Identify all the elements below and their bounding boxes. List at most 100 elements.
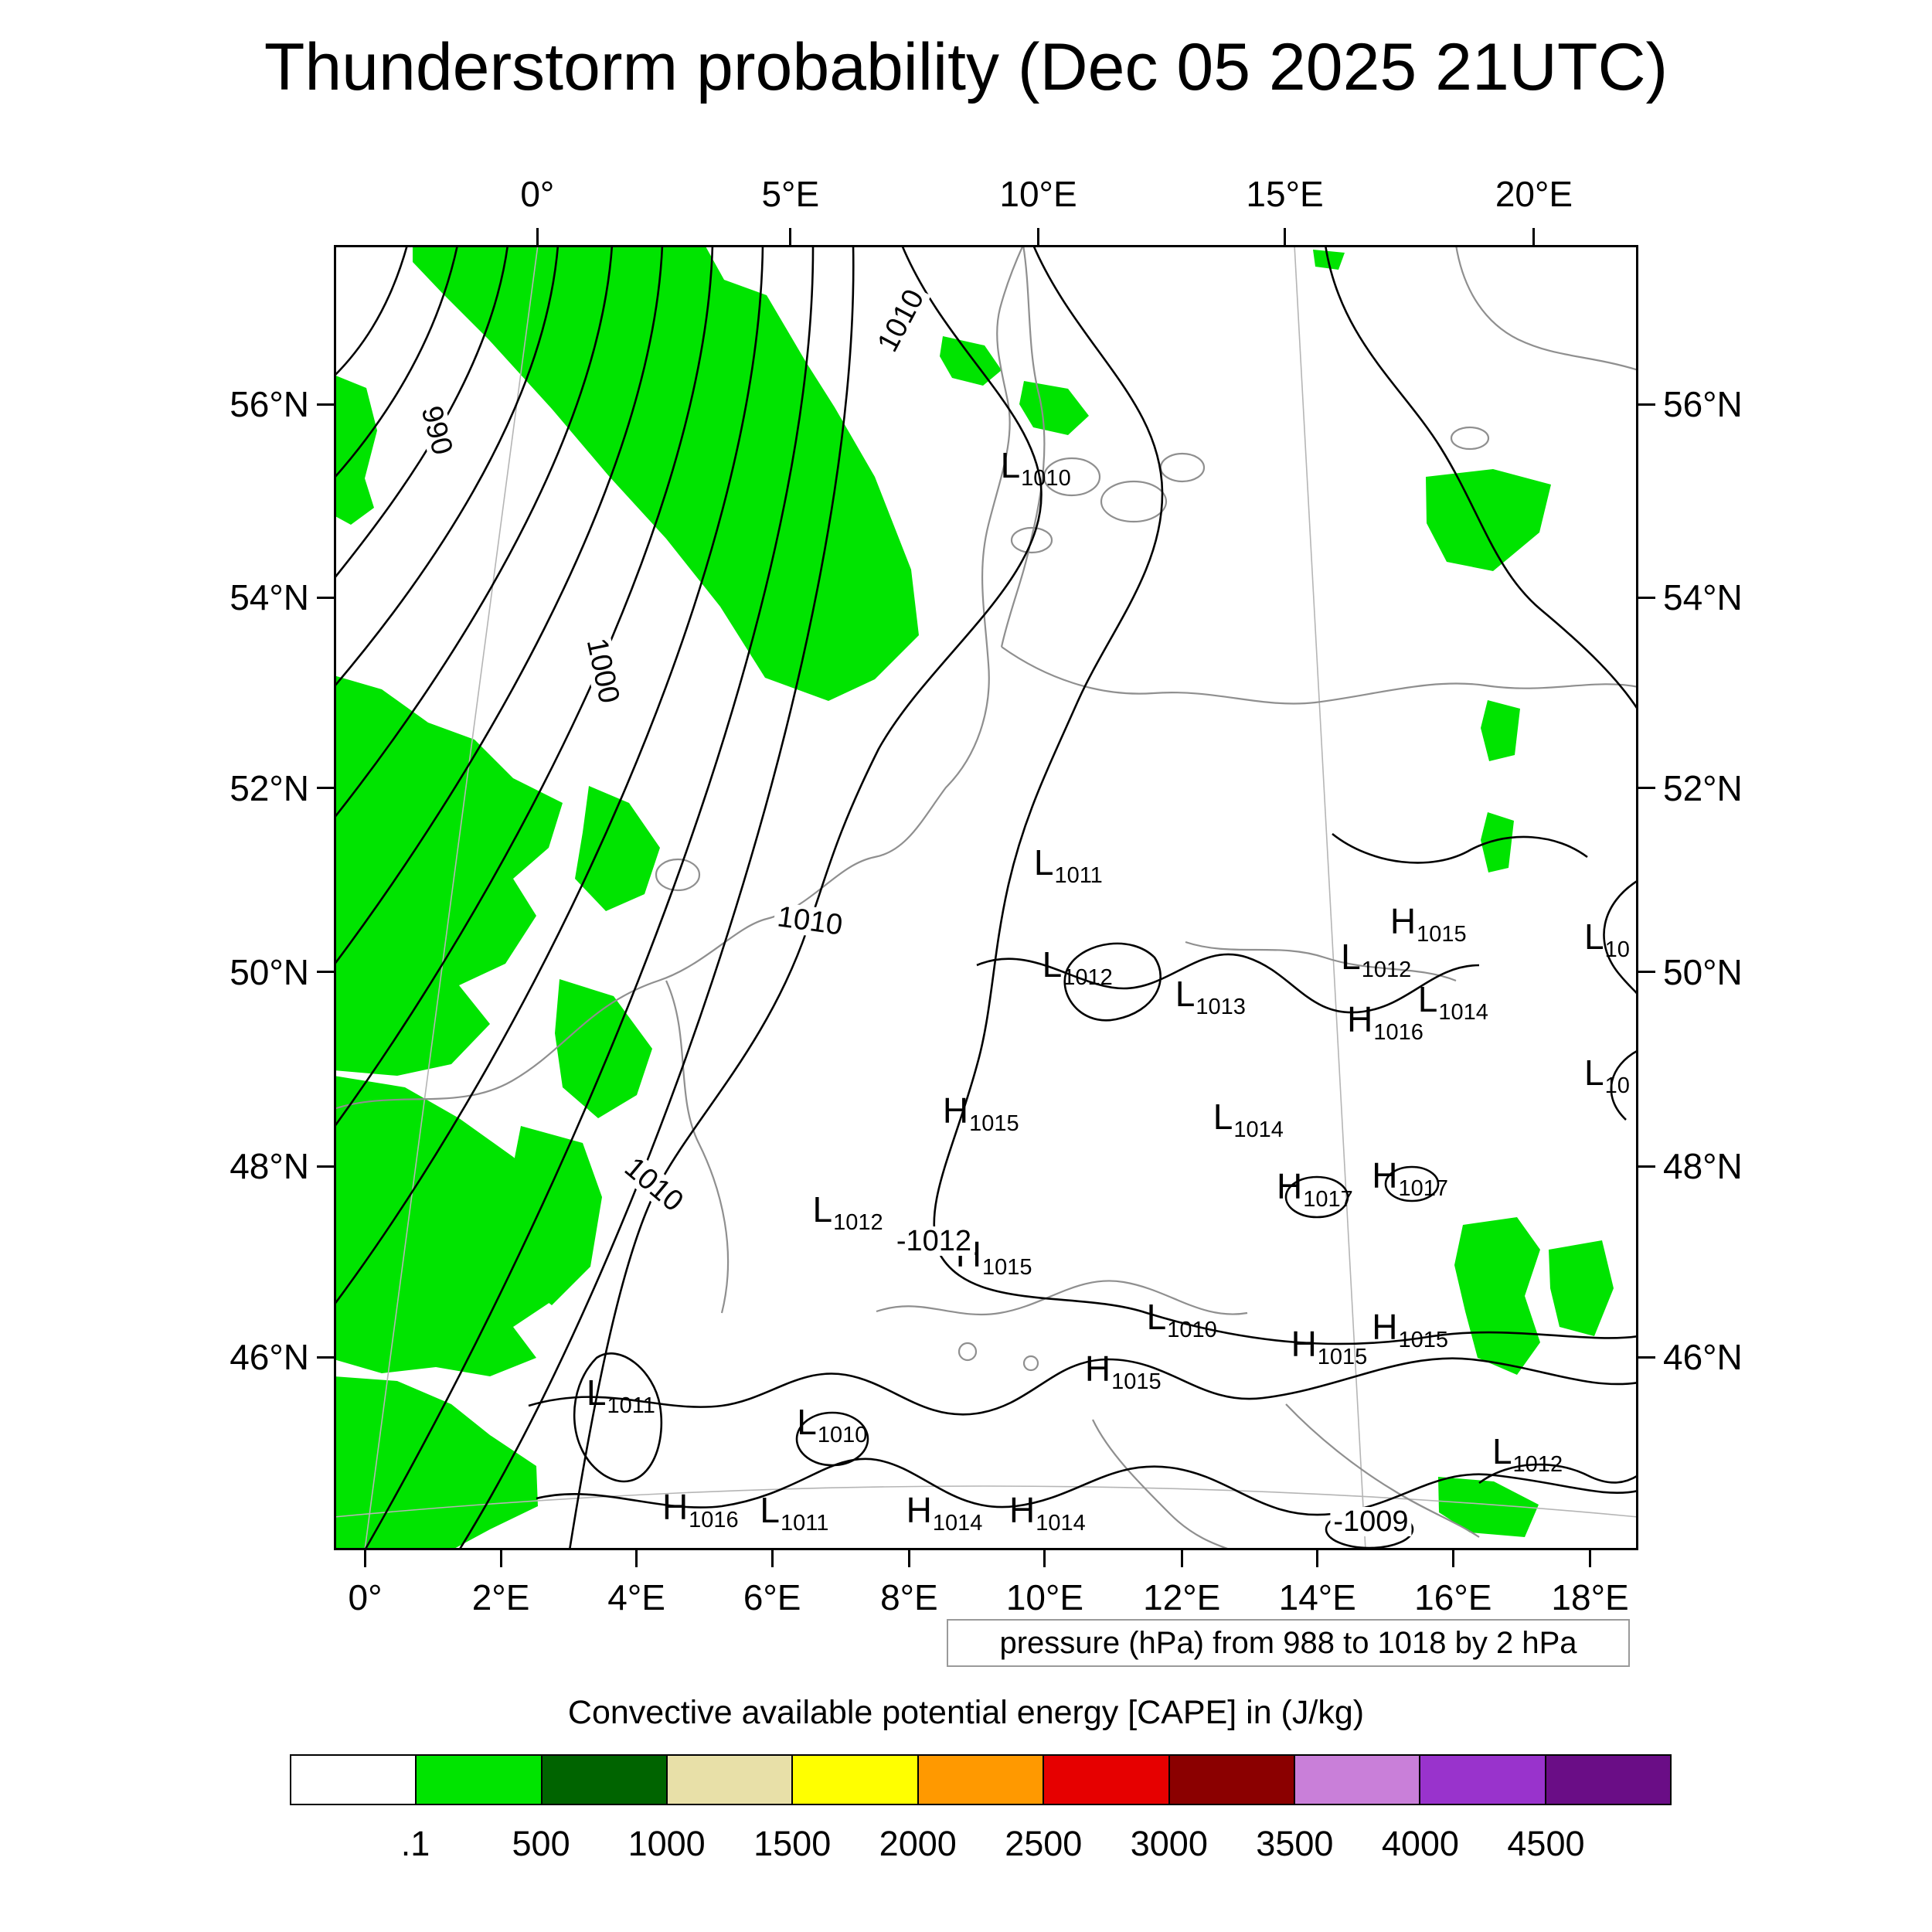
- colorbar-cell: [1169, 1756, 1295, 1804]
- colorbar-cell: [1546, 1756, 1670, 1804]
- italy-coast: [1092, 1419, 1233, 1550]
- chart-title: Thunderstorm probability (Dec 05 2025 21…: [264, 30, 1668, 104]
- pressure-center-value: 1015: [1398, 1328, 1448, 1353]
- pressure-center: H1014: [906, 1489, 983, 1535]
- pressure-center: L1012: [1042, 944, 1113, 989]
- bottom-axis-tick: [1451, 1550, 1454, 1567]
- colorbar-cell: [417, 1756, 543, 1804]
- pressure-center-value: 10: [1604, 1073, 1630, 1098]
- pressure-center-value: 10: [1604, 937, 1630, 963]
- pressure-center-letter: H: [1372, 1155, 1398, 1196]
- bottom-axis-label: 18°E: [1551, 1577, 1629, 1617]
- eastern-border: [1185, 940, 1457, 982]
- pressure-center: L1010: [797, 1402, 867, 1447]
- pressure-center: L1014: [1417, 979, 1488, 1024]
- north-sea-coast: [334, 245, 1025, 1111]
- colorbar-tick-label: .1: [400, 1824, 430, 1863]
- bottom-axis-label: 4°E: [607, 1577, 665, 1617]
- pressure-center-letter: L: [1417, 979, 1438, 1020]
- bottom-axis-label: 8°E: [880, 1577, 938, 1617]
- pressure-center: H1016: [1347, 998, 1423, 1044]
- bottom-axis-tick: [1043, 1550, 1046, 1567]
- colorbar-tick-label: 1000: [628, 1824, 706, 1863]
- pressure-center-value: 1010: [1167, 1317, 1217, 1342]
- colorbar-cell: [291, 1756, 417, 1804]
- colorbar-cell: [542, 1756, 668, 1804]
- pressure-center-value: 1014: [1438, 1000, 1488, 1026]
- bottom-axis-label: 16°E: [1414, 1577, 1492, 1617]
- top-axis-tick: [1532, 228, 1536, 245]
- left-axis-tick: [317, 971, 334, 974]
- pressure-center: H1015: [1085, 1351, 1162, 1393]
- pressure-center-value: 1012: [833, 1210, 883, 1236]
- colorbar-tick-label: 4000: [1381, 1824, 1459, 1863]
- right-axis-label: 50°N: [1663, 951, 1743, 992]
- rhine-border: [665, 980, 730, 1314]
- pressure-center-letter: L: [1584, 917, 1604, 957]
- pressure-center-letter: L: [1042, 944, 1063, 985]
- pressure-center: L10: [1584, 1055, 1630, 1097]
- pressure-center-value: 1014: [1036, 1510, 1086, 1536]
- right-axis-tick: [1638, 403, 1655, 406]
- top-axis-tick: [789, 228, 792, 245]
- pressure-center-value: 1013: [1196, 995, 1246, 1020]
- isobar-value-label: 1010: [772, 900, 848, 942]
- colorbar-tick-label: 1500: [753, 1824, 832, 1863]
- pressure-center-value: 1015: [981, 1254, 1032, 1280]
- pressure-center: H1015: [943, 1093, 1019, 1135]
- colorbar-tick-label: 3500: [1256, 1824, 1334, 1863]
- bottom-axis-tick: [907, 1550, 910, 1567]
- top-axis-label: 5°E: [761, 174, 820, 214]
- colorbar-tick-label: 4500: [1507, 1824, 1585, 1863]
- pressure-center-value: 1017: [1398, 1176, 1448, 1202]
- pressure-center: H1017: [1372, 1155, 1448, 1200]
- baltic-coast: [1001, 646, 1638, 705]
- pressure-center-value: 1015: [1111, 1369, 1162, 1395]
- top-axis-label: 20°E: [1495, 174, 1573, 214]
- left-axis-label: 56°N: [230, 384, 309, 425]
- pressure-center: H1014: [1009, 1489, 1086, 1535]
- pressure-center-letter: H: [1389, 900, 1417, 941]
- top-axis-tick: [1284, 228, 1287, 245]
- top-axis-label: 15°E: [1246, 174, 1324, 214]
- isobar-value-label: -1009: [1330, 1506, 1412, 1536]
- pressure-center-letter: L: [797, 1402, 817, 1443]
- right-axis-label: 56°N: [1663, 384, 1743, 425]
- pressure-center-letter: H: [1277, 1165, 1303, 1206]
- pressure-center-letter: L: [1175, 974, 1196, 1015]
- colorbar-cell: [918, 1756, 1045, 1804]
- right-axis-tick: [1638, 1355, 1655, 1359]
- colorbar-tick-label: 2000: [879, 1824, 957, 1863]
- bottom-axis-label: 2°E: [471, 1577, 530, 1617]
- right-axis-label: 48°N: [1663, 1146, 1743, 1187]
- map-canvas: [334, 245, 1638, 1550]
- right-axis-tick: [1638, 787, 1655, 790]
- pressure-center-letter: H: [662, 1487, 689, 1528]
- left-axis-label: 50°N: [230, 951, 309, 992]
- isobar-value-label: 1000: [580, 632, 625, 709]
- pressure-center: L1014: [1213, 1097, 1284, 1141]
- bottom-axis-label: 10°E: [1005, 1577, 1084, 1617]
- colorbar-cell: [1420, 1756, 1546, 1804]
- sweden-coast: [1454, 245, 1638, 372]
- bottom-axis-label: 0°: [348, 1577, 383, 1617]
- pressure-center-value: 1011: [780, 1510, 829, 1536]
- isobar-1010: [568, 245, 1043, 1550]
- pressure-center-letter: H: [1347, 998, 1373, 1039]
- pressure-center-letter: H: [1009, 1489, 1036, 1530]
- pressure-center-letter: L: [1341, 936, 1361, 977]
- pressure-center-letter: L: [1213, 1097, 1233, 1138]
- isobar-value-label: 1010: [616, 1150, 691, 1219]
- pressure-center-letter: H: [906, 1489, 932, 1530]
- colorbar-tick-label: 3000: [1130, 1824, 1208, 1863]
- pressure-center-value: 1011: [607, 1393, 655, 1418]
- right-axis-tick: [1638, 1165, 1655, 1168]
- right-axis-label: 54°N: [1663, 577, 1743, 618]
- cape-colorbar: [290, 1754, 1672, 1805]
- pressure-center-value: 1012: [1063, 964, 1113, 990]
- left-axis-tick: [317, 1355, 334, 1359]
- pressure-center-letter: L: [760, 1489, 780, 1530]
- isobar-value-label: 990: [415, 400, 459, 461]
- pressure-center-value: 1015: [1317, 1345, 1368, 1370]
- pressure-center-value: 1012: [1512, 1451, 1563, 1477]
